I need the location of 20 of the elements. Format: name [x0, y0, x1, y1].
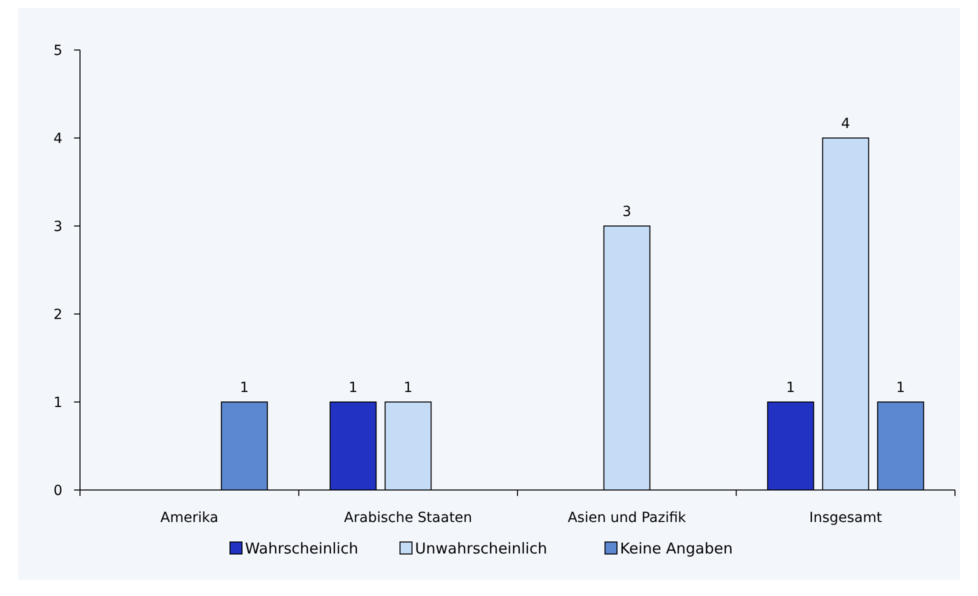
- x-tick-label: Arabische Staaten: [344, 510, 472, 526]
- y-tick-label: 3: [54, 218, 62, 235]
- x-tick-label: Amerika: [160, 510, 218, 526]
- data-label: 4: [841, 116, 850, 132]
- y-tick-label: 4: [54, 130, 63, 147]
- x-tick-label: Asien und Pazifik: [568, 510, 687, 526]
- y-tick-label: 0: [54, 482, 62, 499]
- data-label: 1: [896, 380, 906, 396]
- x-tick-label: Insgesamt: [809, 510, 883, 526]
- data-label: 1: [786, 380, 796, 396]
- data-label: 1: [348, 380, 358, 396]
- legend-label: Wahrscheinlich: [245, 539, 358, 558]
- data-label: 3: [622, 204, 632, 220]
- y-tick-label: 5: [54, 42, 62, 59]
- y-tick-label: 1: [54, 394, 62, 411]
- legend-label: Keine Angaben: [620, 539, 733, 558]
- legend-label: Unwahrscheinlich: [415, 539, 548, 558]
- data-label: 1: [404, 380, 413, 396]
- data-label: 1: [240, 380, 249, 396]
- y-tick-label: 2: [54, 306, 62, 323]
